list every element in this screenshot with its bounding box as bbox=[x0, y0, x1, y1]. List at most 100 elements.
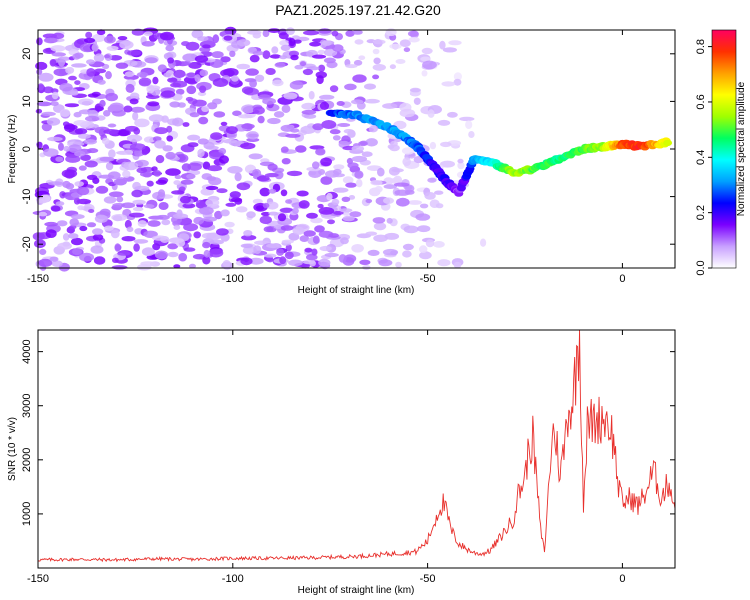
spectrogram-noise-cell bbox=[68, 144, 82, 154]
spectrogram-noise-cell bbox=[317, 203, 324, 209]
spectrogram-noise-cell bbox=[96, 29, 106, 36]
spectrogram-noise-cell bbox=[281, 104, 291, 114]
spectrogram-noise-cell bbox=[146, 180, 154, 187]
spectrogram-noise-cell bbox=[345, 182, 357, 188]
spectrogram-noise-cell bbox=[402, 250, 412, 258]
spectrogram-noise-cell bbox=[439, 40, 446, 50]
spectrogram-noise-cell bbox=[480, 238, 487, 247]
spectrogram-noise-cell bbox=[137, 263, 152, 271]
spectrogram-noise-cell bbox=[159, 31, 175, 41]
spectrogram-noise-cell bbox=[389, 64, 396, 70]
spectrogram-noise-cell bbox=[373, 39, 383, 48]
spectrogram-noise-cell bbox=[351, 244, 364, 253]
spectrogram-noise-cell bbox=[37, 198, 48, 204]
spectrogram-noise-cell bbox=[43, 86, 54, 94]
spectrogram-noise-cell bbox=[50, 205, 61, 212]
spectrogram-noise-cell bbox=[83, 37, 96, 44]
spectrogram-noise-cell bbox=[134, 149, 141, 157]
spectrogram-noise-cell bbox=[301, 109, 317, 115]
spectrogram-noise-cell bbox=[205, 145, 219, 150]
spectrogram-noise-cell bbox=[74, 52, 84, 59]
spectrogram-noise-cell bbox=[186, 85, 197, 95]
spectrogram-noise-cell bbox=[90, 245, 104, 254]
spectrogram-noise-cell bbox=[91, 43, 99, 52]
spectrogram-noise-cell bbox=[109, 102, 124, 112]
spectrogram-noise-cell bbox=[73, 111, 82, 118]
spectrogram-noise-cell bbox=[129, 98, 139, 105]
spectrogram-noise-cell bbox=[365, 231, 378, 236]
snr-y-tick-label: 1000 bbox=[21, 502, 33, 526]
spectrogram-noise-cell bbox=[372, 64, 386, 71]
spectrogram-noise-cell bbox=[115, 62, 129, 69]
spectrogram-ridge-cell bbox=[663, 139, 673, 147]
spectrogram-noise-cell bbox=[71, 63, 87, 68]
spectrogram-noise-cell bbox=[302, 68, 313, 76]
spectrogram-noise-cell bbox=[103, 110, 111, 117]
spectrogram-noise-cell bbox=[223, 35, 233, 41]
spectrogram-noise-cell bbox=[51, 91, 59, 100]
spectrogram-noise-cell bbox=[211, 51, 224, 59]
spectrogram-noise-cell bbox=[50, 101, 59, 106]
spectrogram-noise-cell bbox=[378, 259, 393, 267]
spectrogram-noise-cell bbox=[57, 242, 72, 250]
spectrogram-noise-cell bbox=[134, 118, 150, 128]
spectrogram-noise-cell bbox=[202, 216, 217, 222]
spectrogram-noise-cell bbox=[141, 149, 149, 156]
spectrogram-noise-cell bbox=[283, 92, 298, 100]
spectrogram-noise-cell bbox=[273, 111, 285, 118]
spectrogram-noise-cell bbox=[249, 54, 260, 63]
spectrogram-y-label: Frequency (Hz) bbox=[7, 115, 18, 184]
spectrogram-noise-cell bbox=[279, 207, 294, 213]
spectrogram-x-tick-label: 0 bbox=[619, 273, 625, 285]
spectrogram-noise-cell bbox=[123, 161, 139, 171]
spectrogram-noise-cell bbox=[199, 206, 214, 215]
spectrogram-noise-cell bbox=[336, 101, 345, 106]
spectrogram-noise-cell bbox=[187, 142, 199, 148]
spectrogram-x-tick-label: -100 bbox=[222, 273, 244, 285]
spectrogram-noise-cell bbox=[252, 50, 264, 56]
spectrogram-noise-cell bbox=[62, 233, 70, 241]
spectrogram-noise-cell bbox=[154, 127, 169, 135]
spectrogram-noise-cell bbox=[212, 34, 220, 44]
spectrogram-noise-cell bbox=[113, 178, 127, 186]
spectrogram-noise-cell bbox=[165, 168, 181, 176]
colorbar-tick-label: 0.8 bbox=[695, 39, 707, 54]
spectrogram-noise-cell bbox=[112, 257, 119, 263]
spectrogram-noise-cell bbox=[281, 158, 291, 165]
spectrogram-noise-cell bbox=[266, 243, 280, 249]
spectrogram-noise-cell bbox=[419, 203, 429, 209]
spectrogram-noise-cell bbox=[51, 52, 66, 57]
spectrogram-noise-cell bbox=[404, 189, 415, 195]
spectrogram-noise-cell bbox=[160, 90, 176, 98]
spectrogram-noise-cell bbox=[434, 190, 444, 195]
spectrogram-noise-cell bbox=[105, 162, 114, 171]
snr-series bbox=[37, 329, 676, 563]
spectrogram-noise-cell bbox=[172, 117, 184, 127]
spectrogram-noise-cell bbox=[199, 69, 209, 77]
spectrogram-cells bbox=[32, 26, 673, 272]
spectrogram-noise-cell bbox=[263, 226, 274, 233]
spectrogram-noise-cell bbox=[340, 237, 349, 245]
spectrogram-noise-cell bbox=[349, 211, 362, 218]
spectrogram-noise-cell bbox=[264, 173, 279, 178]
spectrogram-noise-cell bbox=[339, 208, 353, 213]
spectrogram-noise-cell bbox=[139, 79, 151, 87]
spectrogram-noise-cell bbox=[210, 132, 223, 140]
spectrogram-noise-cell bbox=[147, 101, 160, 107]
spectrogram-noise-cell bbox=[229, 191, 241, 199]
spectrogram-noise-cell bbox=[241, 234, 257, 241]
spectrogram-noise-cell bbox=[317, 49, 326, 55]
spectrogram-noise-cell bbox=[93, 53, 105, 63]
spectrogram-noise-cell bbox=[420, 56, 431, 62]
spectrogram-noise-cell bbox=[87, 148, 99, 154]
spectrogram-noise-cell bbox=[88, 209, 95, 213]
spectrogram-noise-cell bbox=[78, 165, 87, 171]
spectrogram-noise-cell bbox=[358, 141, 368, 147]
spectrogram-noise-cell bbox=[288, 38, 296, 47]
spectrogram-noise-cell bbox=[385, 28, 397, 37]
spectrogram-noise-cell bbox=[441, 81, 456, 87]
spectrogram-noise-cell bbox=[207, 165, 223, 172]
spectrogram-noise-cell bbox=[194, 74, 201, 83]
spectrogram-noise-cell bbox=[292, 207, 299, 214]
spectrogram-noise-cell bbox=[182, 122, 190, 127]
